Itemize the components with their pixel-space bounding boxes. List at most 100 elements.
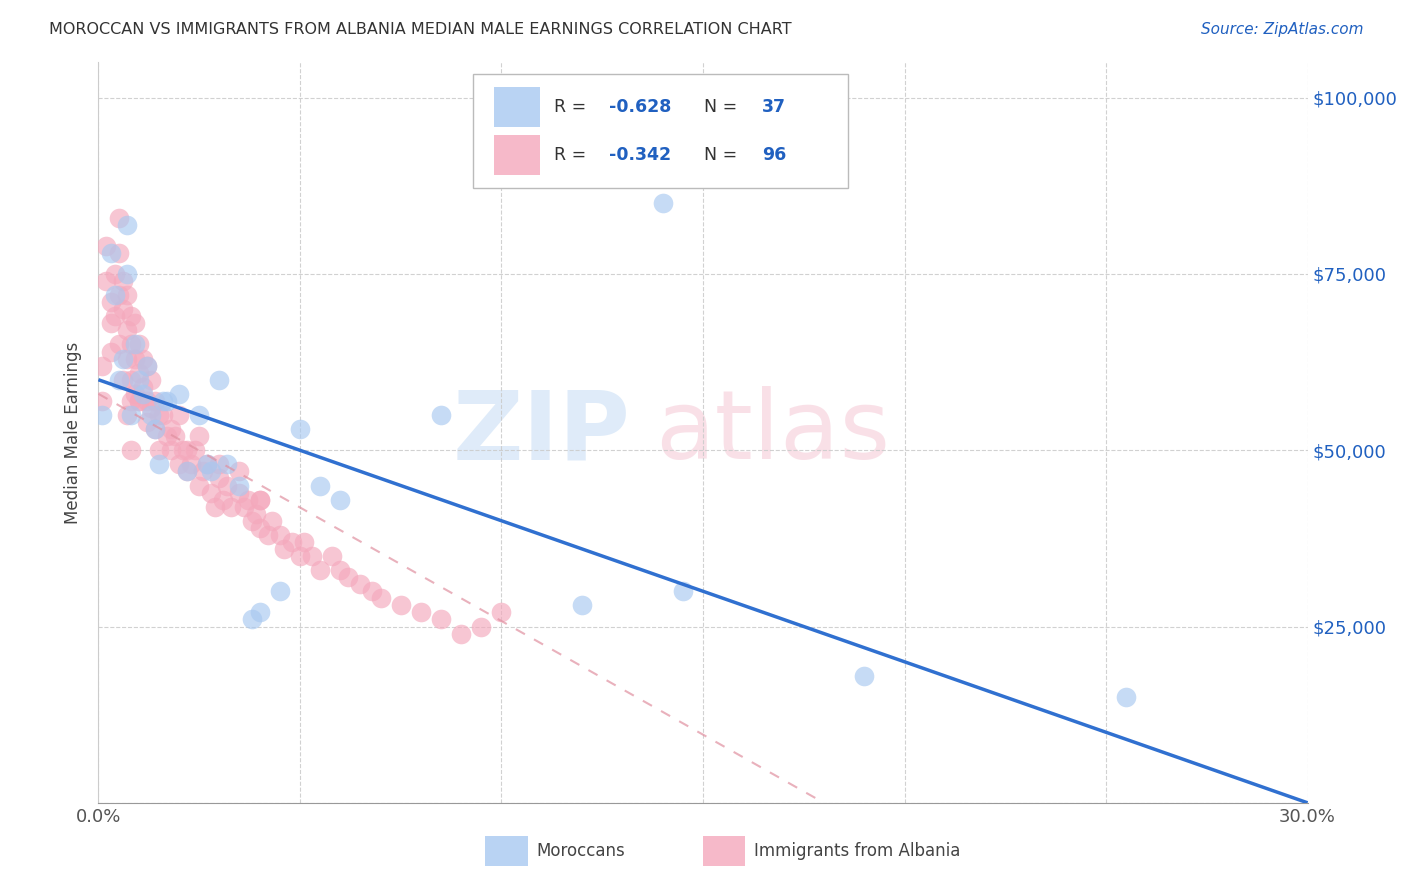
Point	[111, 351, 134, 366]
Point	[329, 563, 352, 577]
Text: R =: R =	[554, 98, 592, 116]
Point	[389, 599, 412, 613]
Point	[111, 373, 134, 387]
Point	[212, 492, 235, 507]
Point	[269, 528, 291, 542]
Point	[132, 380, 155, 394]
Point	[128, 393, 150, 408]
Point	[103, 267, 125, 281]
Point	[651, 196, 673, 211]
Point	[672, 584, 695, 599]
Point	[132, 351, 155, 366]
Point	[329, 492, 352, 507]
FancyBboxPatch shape	[474, 73, 848, 188]
Point	[107, 337, 129, 351]
Point	[249, 492, 271, 507]
Point	[195, 458, 218, 472]
Point	[337, 570, 360, 584]
Point	[120, 393, 142, 408]
Point	[160, 443, 183, 458]
Point	[120, 373, 142, 387]
Point	[301, 549, 323, 563]
Point	[217, 478, 239, 492]
Point	[163, 429, 186, 443]
Point	[1115, 690, 1137, 704]
Point	[160, 422, 183, 436]
Point	[120, 310, 142, 324]
Point	[184, 443, 207, 458]
Point	[292, 535, 315, 549]
Point	[450, 626, 472, 640]
Point	[281, 535, 304, 549]
Point	[152, 408, 174, 422]
Point	[135, 359, 157, 373]
Point	[96, 239, 118, 253]
Point	[188, 408, 211, 422]
Point	[288, 422, 311, 436]
Point	[195, 458, 218, 472]
Point	[156, 429, 179, 443]
Point	[321, 549, 343, 563]
Point	[430, 408, 453, 422]
Text: ZIP: ZIP	[453, 386, 630, 479]
Point	[156, 393, 179, 408]
Point	[124, 351, 146, 366]
Point	[208, 373, 231, 387]
Text: -0.342: -0.342	[609, 146, 671, 164]
Point	[107, 288, 129, 302]
Point	[249, 492, 271, 507]
Point	[100, 245, 122, 260]
Point	[269, 584, 291, 599]
Point	[135, 415, 157, 429]
Point	[128, 366, 150, 380]
Point	[91, 393, 114, 408]
Point	[288, 549, 311, 563]
Bar	[494, 135, 540, 176]
Point	[132, 387, 155, 401]
Text: Source: ZipAtlas.com: Source: ZipAtlas.com	[1201, 22, 1364, 37]
Point	[430, 612, 453, 626]
Point	[91, 408, 114, 422]
Point	[96, 274, 118, 288]
Point	[180, 458, 202, 472]
Point	[148, 408, 170, 422]
Point	[240, 514, 263, 528]
Point	[470, 619, 492, 633]
Point	[139, 408, 162, 422]
Text: Moroccans: Moroccans	[536, 842, 624, 860]
Point	[107, 245, 129, 260]
Point	[167, 458, 190, 472]
Point	[236, 492, 259, 507]
Point	[128, 393, 150, 408]
Point	[208, 471, 231, 485]
Point	[167, 408, 190, 422]
Text: 96: 96	[762, 146, 786, 164]
Text: N =: N =	[693, 146, 744, 164]
Point	[124, 337, 146, 351]
Point	[148, 443, 170, 458]
Point	[309, 563, 332, 577]
Point	[100, 295, 122, 310]
Point	[208, 458, 231, 472]
Point	[370, 591, 392, 606]
Point	[111, 274, 134, 288]
Point	[143, 422, 166, 436]
Point	[103, 310, 125, 324]
Text: 37: 37	[762, 98, 786, 116]
Point	[273, 541, 295, 556]
Bar	[703, 836, 745, 866]
Point	[188, 429, 211, 443]
Point	[309, 478, 332, 492]
Point	[188, 478, 211, 492]
Point	[176, 443, 198, 458]
Point	[853, 669, 876, 683]
Point	[249, 521, 271, 535]
Point	[139, 401, 162, 415]
Point	[100, 316, 122, 330]
Point	[409, 606, 432, 620]
Text: Immigrants from Albania: Immigrants from Albania	[754, 842, 960, 860]
Point	[221, 500, 243, 514]
Point	[172, 443, 194, 458]
Point	[115, 218, 138, 232]
Point	[217, 458, 239, 472]
